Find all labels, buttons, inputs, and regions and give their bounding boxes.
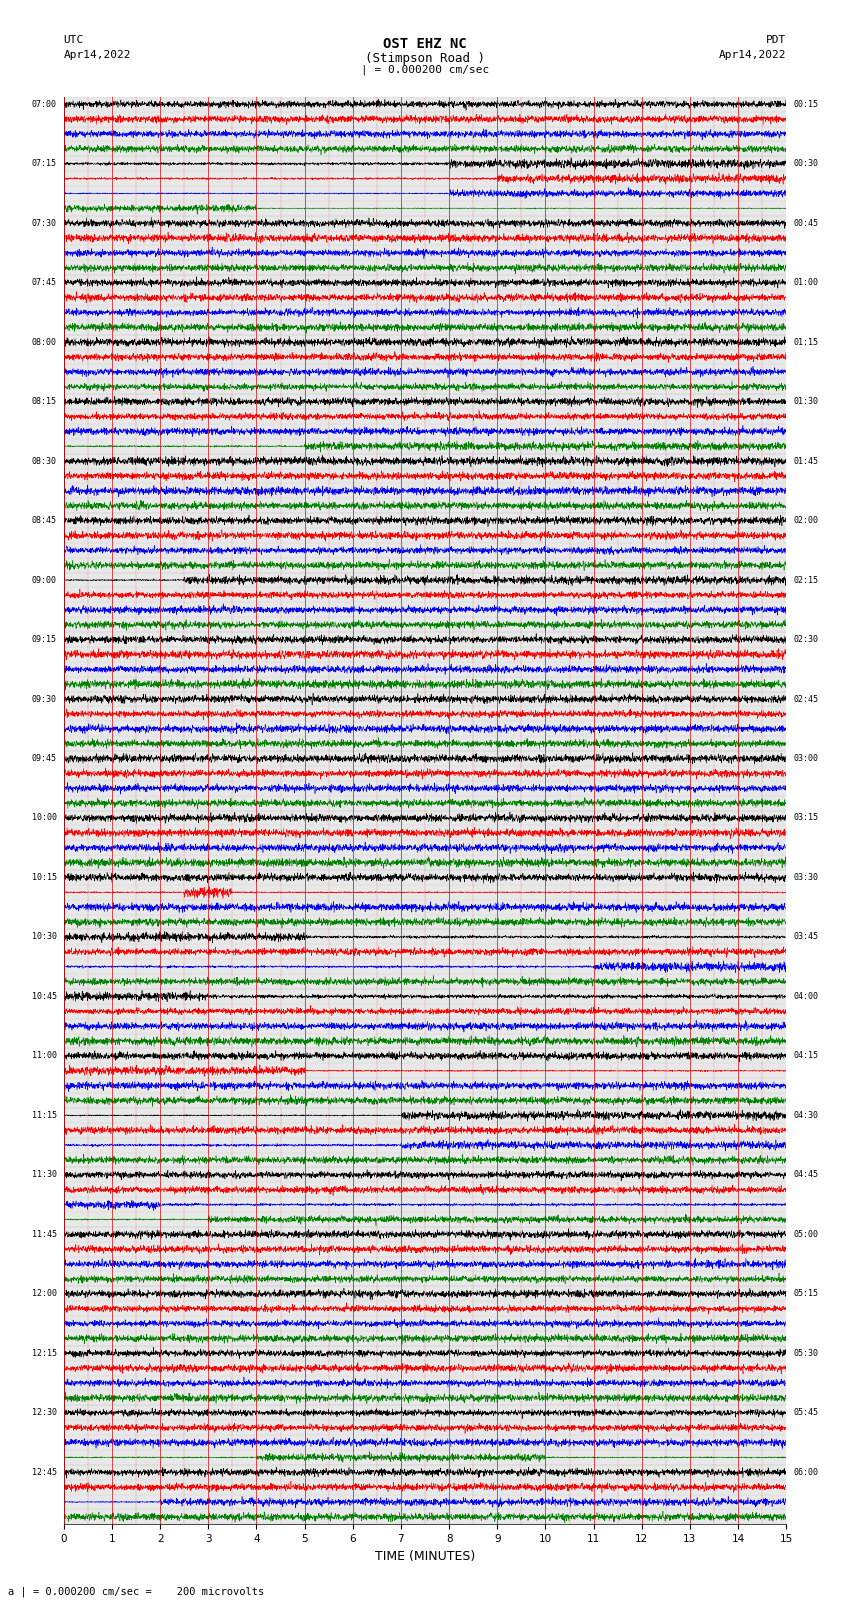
Text: 07:15: 07:15 <box>31 160 56 168</box>
Text: a | = 0.000200 cm/sec =    200 microvolts: a | = 0.000200 cm/sec = 200 microvolts <box>8 1586 264 1597</box>
Text: 01:45: 01:45 <box>794 456 819 466</box>
Text: 09:15: 09:15 <box>31 636 56 644</box>
Text: 05:45: 05:45 <box>794 1408 819 1418</box>
Text: (Stimpson Road ): (Stimpson Road ) <box>365 52 485 65</box>
Text: 10:45: 10:45 <box>31 992 56 1002</box>
Text: 05:15: 05:15 <box>794 1289 819 1298</box>
Text: 03:45: 03:45 <box>794 932 819 942</box>
Text: 02:15: 02:15 <box>794 576 819 584</box>
Text: Apr14,2022: Apr14,2022 <box>719 50 786 60</box>
Text: 11:00: 11:00 <box>31 1052 56 1060</box>
Text: | = 0.000200 cm/sec: | = 0.000200 cm/sec <box>361 65 489 76</box>
Text: 06:00: 06:00 <box>794 1468 819 1478</box>
Text: 08:30: 08:30 <box>31 456 56 466</box>
Text: 10:15: 10:15 <box>31 873 56 882</box>
Text: 04:15: 04:15 <box>794 1052 819 1060</box>
Text: 03:00: 03:00 <box>794 753 819 763</box>
Text: 12:30: 12:30 <box>31 1408 56 1418</box>
Text: 05:00: 05:00 <box>794 1229 819 1239</box>
Text: Apr14,2022: Apr14,2022 <box>64 50 131 60</box>
Text: 08:45: 08:45 <box>31 516 56 526</box>
Text: 09:00: 09:00 <box>31 576 56 584</box>
Text: 03:15: 03:15 <box>794 813 819 823</box>
Text: 02:30: 02:30 <box>794 636 819 644</box>
Text: 04:45: 04:45 <box>794 1171 819 1179</box>
Text: 00:15: 00:15 <box>794 100 819 108</box>
Text: 10:30: 10:30 <box>31 932 56 942</box>
Text: 12:15: 12:15 <box>31 1348 56 1358</box>
Text: 00:30: 00:30 <box>794 160 819 168</box>
Text: 01:30: 01:30 <box>794 397 819 406</box>
Text: 12:00: 12:00 <box>31 1289 56 1298</box>
X-axis label: TIME (MINUTES): TIME (MINUTES) <box>375 1550 475 1563</box>
Text: 03:30: 03:30 <box>794 873 819 882</box>
Text: 09:30: 09:30 <box>31 695 56 703</box>
Text: 08:15: 08:15 <box>31 397 56 406</box>
Text: 05:30: 05:30 <box>794 1348 819 1358</box>
Text: 01:00: 01:00 <box>794 277 819 287</box>
Text: 04:00: 04:00 <box>794 992 819 1002</box>
Text: 02:45: 02:45 <box>794 695 819 703</box>
Text: 00:45: 00:45 <box>794 219 819 227</box>
Text: 10:00: 10:00 <box>31 813 56 823</box>
Text: 01:15: 01:15 <box>794 337 819 347</box>
Text: 07:45: 07:45 <box>31 277 56 287</box>
Text: 07:00: 07:00 <box>31 100 56 108</box>
Text: 12:45: 12:45 <box>31 1468 56 1478</box>
Text: UTC: UTC <box>64 35 84 45</box>
Text: 02:00: 02:00 <box>794 516 819 526</box>
Text: 11:45: 11:45 <box>31 1229 56 1239</box>
Text: PDT: PDT <box>766 35 786 45</box>
Text: 04:30: 04:30 <box>794 1111 819 1119</box>
Text: 07:30: 07:30 <box>31 219 56 227</box>
Text: OST EHZ NC: OST EHZ NC <box>383 37 467 52</box>
Text: 08:00: 08:00 <box>31 337 56 347</box>
Text: 09:45: 09:45 <box>31 753 56 763</box>
Text: 11:15: 11:15 <box>31 1111 56 1119</box>
Text: 11:30: 11:30 <box>31 1171 56 1179</box>
